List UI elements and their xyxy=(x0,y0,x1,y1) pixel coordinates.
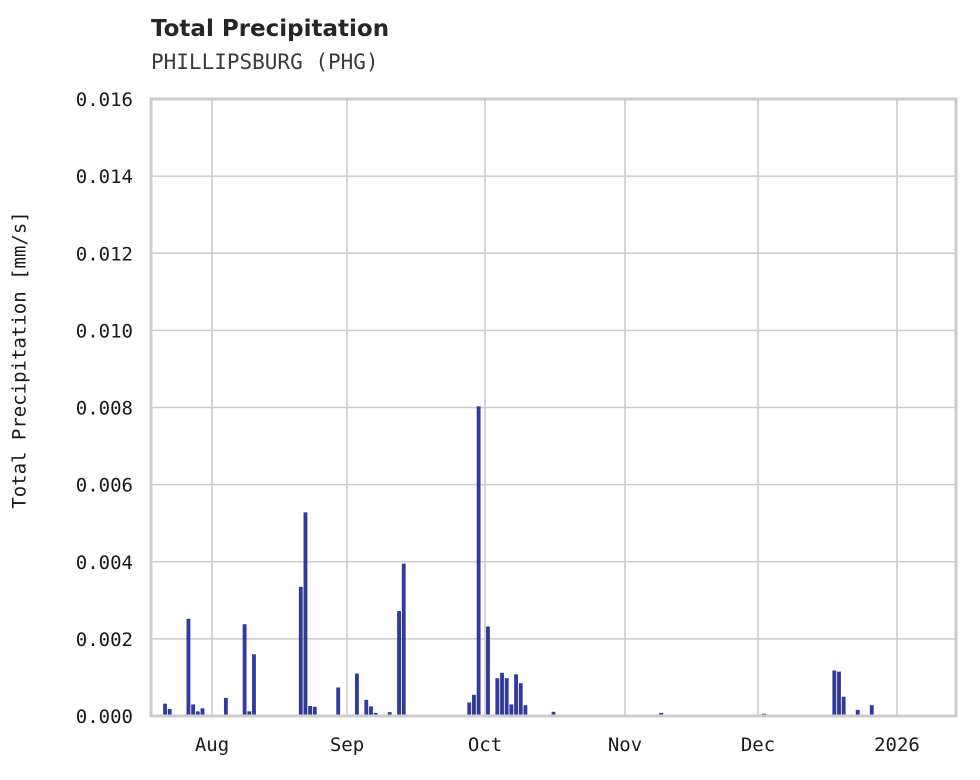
y-tick-label: 0.004 xyxy=(76,552,133,574)
x-tick-label: 2026 xyxy=(874,734,920,756)
y-tick-label: 0.010 xyxy=(76,320,133,342)
x-tick-label: Dec xyxy=(741,734,775,756)
y-tick-label: 0.006 xyxy=(76,475,133,497)
y-tick-label: 0.012 xyxy=(76,243,133,265)
x-tick-label: Sep xyxy=(330,734,364,756)
y-tick-label: 0.014 xyxy=(76,166,133,188)
grid-lines xyxy=(151,98,956,716)
chart-subtitle: PHILLIPSBURG (PHG) xyxy=(151,50,379,74)
y-tick-label: 0.016 xyxy=(76,89,133,111)
y-tick-label: 0.000 xyxy=(76,706,133,728)
y-tick-labels: 0.000 0.002 0.004 0.006 0.008 0.010 0.012 0.014… xyxy=(76,89,133,728)
plot-frame xyxy=(149,97,958,718)
y-tick-label: 0.008 xyxy=(76,398,133,420)
x-tick-label: Oct xyxy=(468,734,502,756)
x-tick-labels: Aug Sep Oct Nov Dec 2026 xyxy=(195,734,920,756)
x-tick-label: Aug xyxy=(195,734,229,756)
page-title: Total Precipitation xyxy=(151,16,390,42)
y-tick-label: 0.002 xyxy=(76,629,133,651)
bar-series xyxy=(163,406,874,716)
x-tick-label: Nov xyxy=(608,734,642,756)
